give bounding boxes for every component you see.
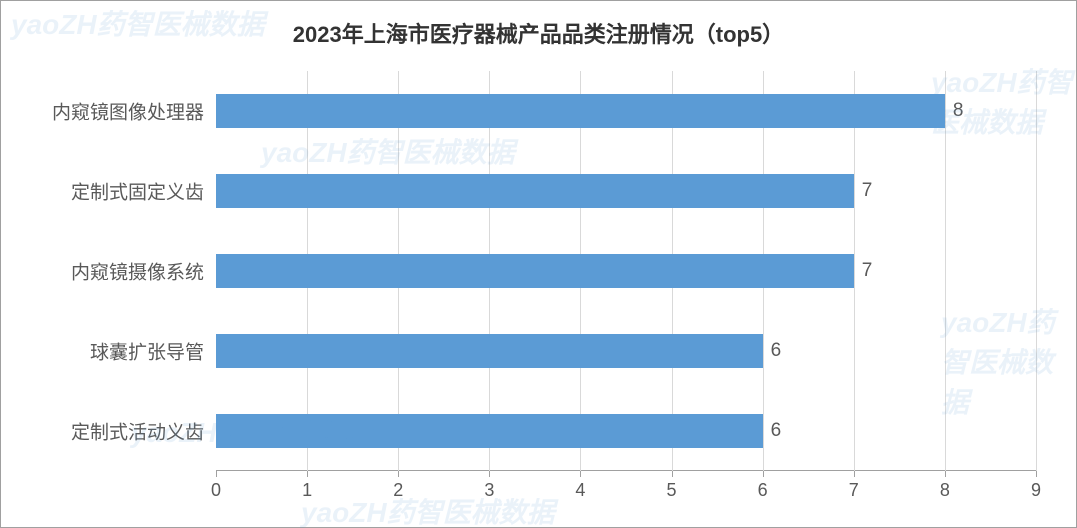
gridline [1036,71,1037,471]
x-tick-label: 9 [1031,480,1041,501]
bar [216,254,854,288]
watermark: yaoZH药智医械数据 [301,491,555,528]
category-label: 定制式固定义齿 [71,178,204,205]
bar [216,94,945,128]
bar-value-label: 6 [771,340,782,362]
x-tick [854,471,855,477]
x-tick-label: 2 [393,480,403,501]
bar-value-label: 7 [862,260,873,282]
x-tick [1036,471,1037,477]
x-tick [307,471,308,477]
bar-row: 6 [216,334,781,368]
x-tick [489,471,490,477]
x-axis-line [216,470,1036,471]
x-tick [945,471,946,477]
bar-row: 7 [216,254,872,288]
x-tick-label: 4 [575,480,585,501]
bar [216,334,763,368]
x-tick-label: 3 [484,480,494,501]
x-tick [580,471,581,477]
bar [216,174,854,208]
x-tick [398,471,399,477]
x-tick [672,471,673,477]
category-label: 内窥镜图像处理器 [52,98,204,125]
plot-area: 012345678987766 [216,71,1036,471]
x-tick-label: 5 [667,480,677,501]
category-label: 内窥镜摄像系统 [71,258,204,285]
bar-value-label: 6 [771,420,782,442]
bar-row: 6 [216,414,781,448]
bar-value-label: 7 [862,180,873,202]
chart-title: 2023年上海市医疗器械产品品类注册情况（top5） [1,17,1076,49]
x-tick [763,471,764,477]
bar-value-label: 8 [953,100,964,122]
x-tick-label: 6 [758,480,768,501]
category-label: 球囊扩张导管 [90,338,204,365]
x-tick-label: 8 [940,480,950,501]
x-tick-label: 0 [211,480,221,501]
x-tick-label: 7 [849,480,859,501]
chart-container: 2023年上海市医疗器械产品品类注册情况（top5） 0 1 2 3 4 5 6 7 8 9 8 7 7… [0,0,1077,528]
x-tick-label: 1 [302,480,312,501]
gridline [945,71,946,471]
x-tick [216,471,217,477]
bar-row: 8 [216,94,963,128]
bar-row: 7 [216,174,872,208]
category-label: 定制式活动义齿 [71,418,204,445]
bar [216,414,763,448]
